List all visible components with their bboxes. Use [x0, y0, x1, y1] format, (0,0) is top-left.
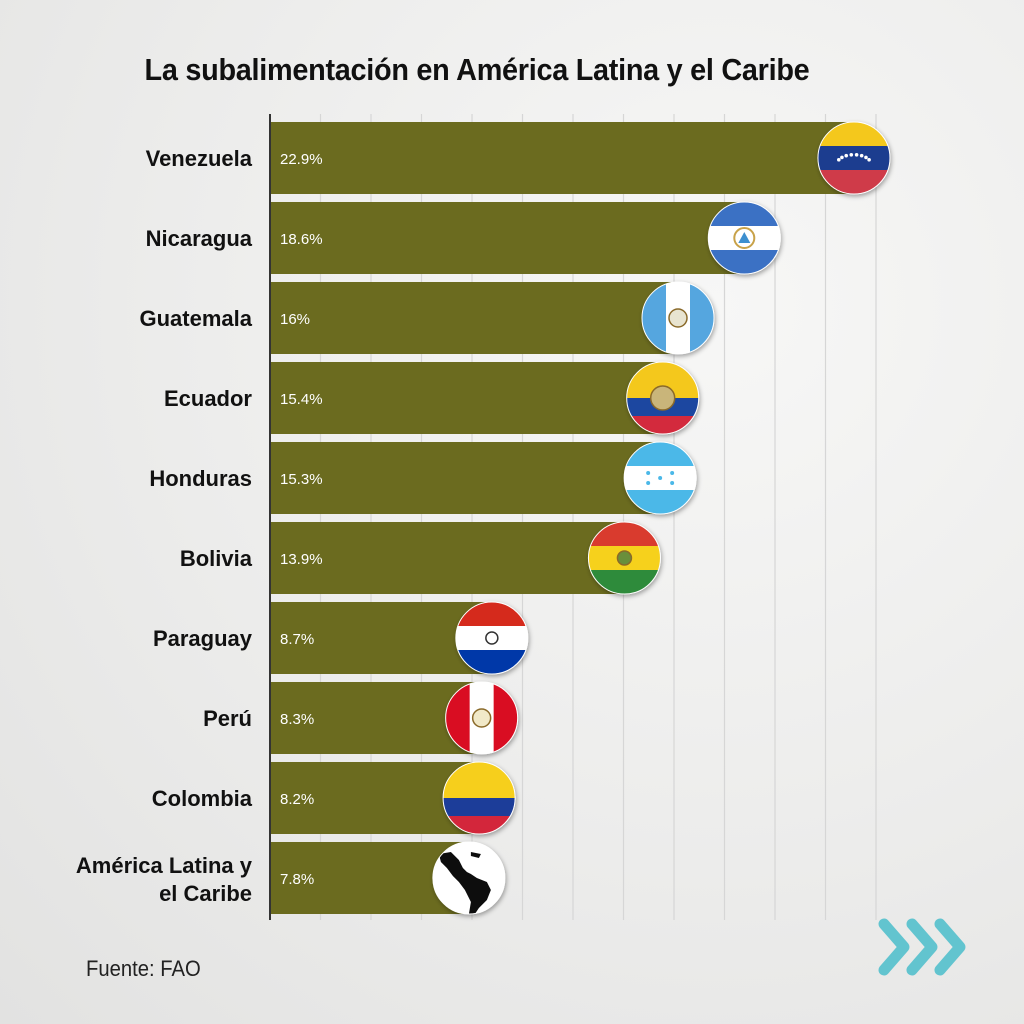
category-label: Honduras: [149, 466, 252, 491]
value-label: 22.9%: [280, 151, 323, 168]
value-label: 13.9%: [280, 551, 323, 568]
bar-row: 13.9% Bolivia: [180, 521, 661, 595]
bar-row: 18.6% Nicaragua: [146, 201, 781, 275]
category-label: Nicaragua: [146, 226, 253, 251]
venezuela-flag-icon: [817, 121, 891, 195]
bar-row: 7.8% América Latina y el Caribe: [76, 841, 506, 915]
category-label: Perú: [203, 706, 252, 731]
value-label: 8.7%: [280, 631, 314, 648]
paraguay-flag-icon: [455, 601, 529, 675]
value-label: 8.3%: [280, 711, 314, 728]
category-label: Colombia: [152, 786, 253, 811]
peru-flag-icon: [445, 681, 519, 755]
bolivia-flag-icon: [587, 521, 661, 595]
bar-row: 16% Guatemala: [140, 281, 715, 355]
category-label: Ecuador: [164, 386, 252, 411]
bar: [270, 122, 854, 194]
colombia-flag-icon: [442, 761, 516, 835]
value-label: 7.8%: [280, 871, 314, 888]
latin-america-map-icon: [432, 841, 506, 915]
bar: [270, 282, 678, 354]
nicaragua-flag-icon: [707, 201, 781, 275]
bar: [270, 362, 663, 434]
chart-title: La subalimentación en América Latina y e…: [144, 52, 810, 87]
value-label: 8.2%: [280, 791, 314, 808]
value-label: 15.4%: [280, 391, 323, 408]
bar-row: 8.3% Perú: [203, 681, 519, 755]
ecuador-flag-icon: [626, 361, 700, 435]
category-label: Paraguay: [153, 626, 253, 651]
category-label: Bolivia: [180, 546, 253, 571]
guatemala-flag-icon: [641, 281, 715, 355]
bar-row: 15.4% Ecuador: [164, 361, 700, 435]
category-label: América Latina y el Caribe: [76, 853, 253, 906]
value-label: 16%: [280, 311, 310, 328]
source-note: Fuente: FAO: [86, 956, 201, 981]
bar-row: 8.7% Paraguay: [153, 601, 529, 675]
value-label: 18.6%: [280, 231, 323, 248]
bar-row: 15.3% Honduras: [149, 441, 697, 515]
honduras-flag-icon: [623, 441, 697, 515]
bar-row: 8.2% Colombia: [152, 761, 516, 835]
next-arrows-icon[interactable]: [872, 912, 972, 982]
bar: [270, 202, 745, 274]
category-label: Guatemala: [140, 306, 253, 331]
category-label: Venezuela: [146, 146, 253, 171]
bar-row: 22.9% Venezuela: [146, 121, 891, 195]
bar: [270, 522, 625, 594]
bar: [270, 442, 661, 514]
bar: [270, 602, 492, 674]
value-label: 15.3%: [280, 471, 323, 488]
